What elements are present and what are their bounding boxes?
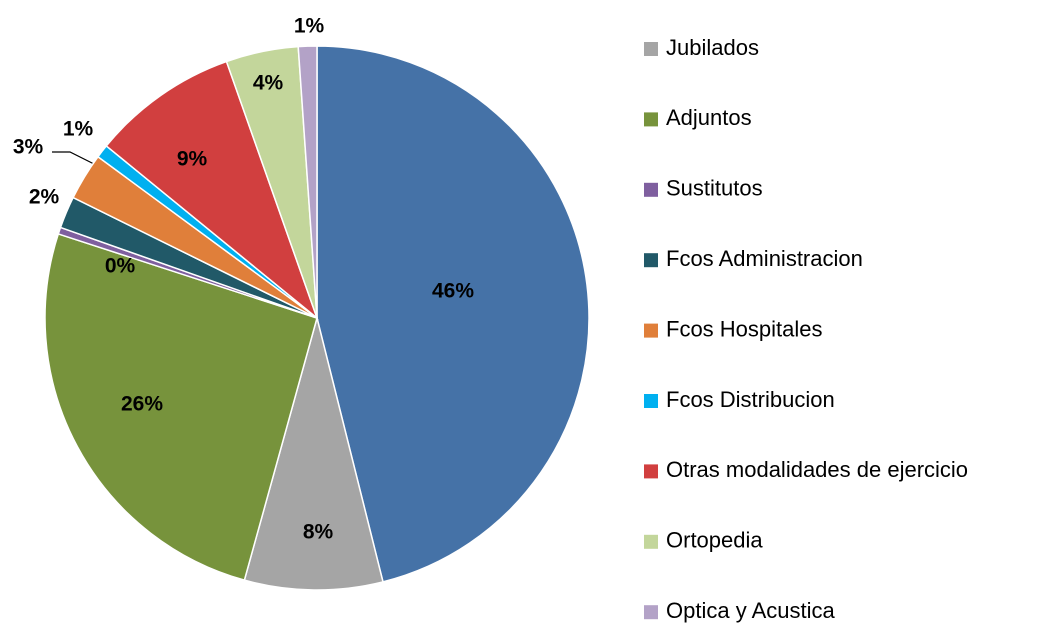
legend-label: Fcos Administracion — [666, 246, 863, 271]
legend-swatch — [644, 605, 658, 620]
pie-slice — [243, 315, 384, 591]
data-label: 0% — [105, 255, 136, 278]
legend-label: Adjuntos — [666, 105, 752, 130]
data-label: 1% — [63, 118, 94, 141]
pie-slice — [44, 233, 318, 582]
pie-slice — [297, 45, 318, 319]
data-label: 1% — [294, 15, 325, 38]
legend-swatch — [644, 112, 658, 127]
data-label: 46% — [432, 280, 474, 303]
pie-slice — [105, 60, 319, 321]
legend-swatch — [644, 253, 658, 268]
legend-label: Sustitutos — [666, 176, 763, 201]
legend-label: Otras modalidades de ejercicio — [666, 457, 968, 482]
leader-line — [52, 151, 99, 167]
legend-swatch — [644, 42, 658, 56]
data-label: 4% — [253, 72, 284, 95]
legend-label: Ortopedia — [666, 528, 763, 553]
data-label: 3% — [13, 136, 44, 159]
data-label: 2% — [29, 186, 60, 209]
data-label: 26% — [121, 393, 163, 416]
legend-swatch — [644, 534, 658, 549]
data-label: 9% — [177, 148, 208, 171]
legend-swatch — [644, 323, 658, 338]
legend-label: Jubilados — [666, 35, 759, 60]
legend-label: Fcos Distribucion — [666, 387, 835, 412]
legend-swatch — [644, 394, 658, 408]
legend-label: Optica y Acustica — [666, 598, 836, 623]
legend-swatch — [644, 182, 658, 197]
legend-swatch — [644, 464, 658, 479]
legend-label: Fcos Hospitales — [666, 316, 823, 341]
data-label: 8% — [303, 521, 334, 544]
pie-slice — [316, 45, 590, 583]
